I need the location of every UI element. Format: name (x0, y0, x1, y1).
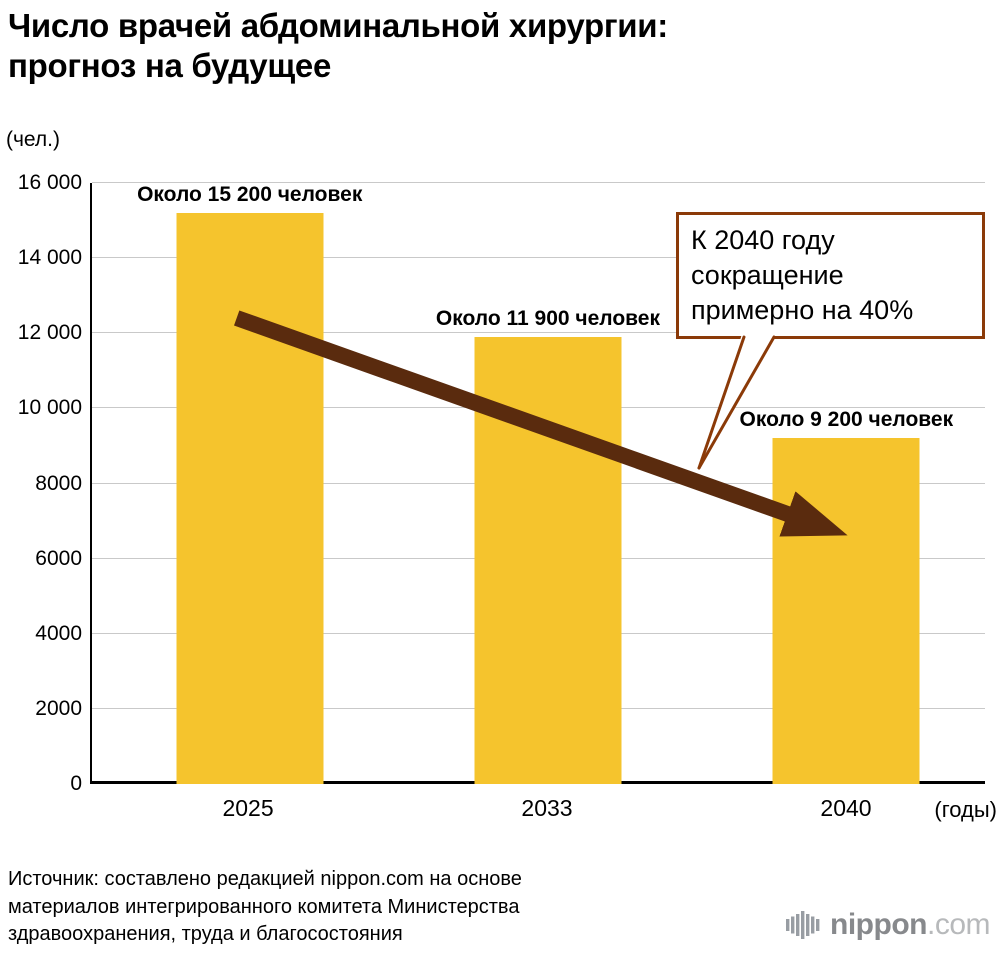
y-tick-label: 14 000 (17, 246, 82, 270)
bar-value-label: Около 11 900 человек (435, 307, 660, 331)
y-tick-label: 2000 (35, 696, 82, 720)
y-tick-label: 6000 (35, 546, 82, 570)
bar-group: Около 15 200 человек (137, 183, 362, 784)
bar-value-label: Около 15 200 человек (137, 183, 363, 207)
bar-group: Около 11 900 человек (436, 183, 660, 784)
y-tick-label: 0 (70, 772, 82, 795)
gridline (92, 257, 985, 259)
bar (772, 438, 920, 784)
logo-suffix: .com (926, 908, 991, 941)
callout: К 2040 году сокращение примерно на 40% (676, 212, 985, 340)
nippon-logo[interactable]: nippon.com (786, 908, 991, 942)
bar-value-label: Около 9 200 человек (739, 408, 954, 432)
x-axis-labels: 2025 2033 2040 (90, 795, 985, 829)
x-tick-label: 2033 (521, 795, 573, 821)
x-axis-unit-label: (годы) (934, 797, 997, 822)
bar (474, 337, 622, 784)
x-tick-label: 2025 (222, 795, 274, 821)
nippon-logo-icon (786, 911, 820, 939)
y-tick-label: 4000 (35, 621, 82, 645)
y-tick-label: 16 000 (17, 171, 82, 194)
chart-title: Число врачей абдоминальной хирургии: про… (8, 7, 668, 85)
bar (176, 213, 324, 784)
y-axis-unit-label: (чел.) (6, 128, 60, 151)
source-note: Источник: составлено редакцией nippon.co… (8, 868, 522, 946)
y-axis-ticks: 0 2000 4000 6000 8000 10 000 12 000 14 000 16 00… (0, 171, 82, 795)
gridline (92, 182, 985, 183)
logo-brand: nippon (830, 908, 927, 941)
x-tick-label: 2040 (820, 795, 872, 821)
y-tick-label: 12 000 (17, 321, 82, 345)
y-tick-label: 10 000 (17, 396, 82, 420)
y-tick-label: 8000 (35, 471, 82, 495)
